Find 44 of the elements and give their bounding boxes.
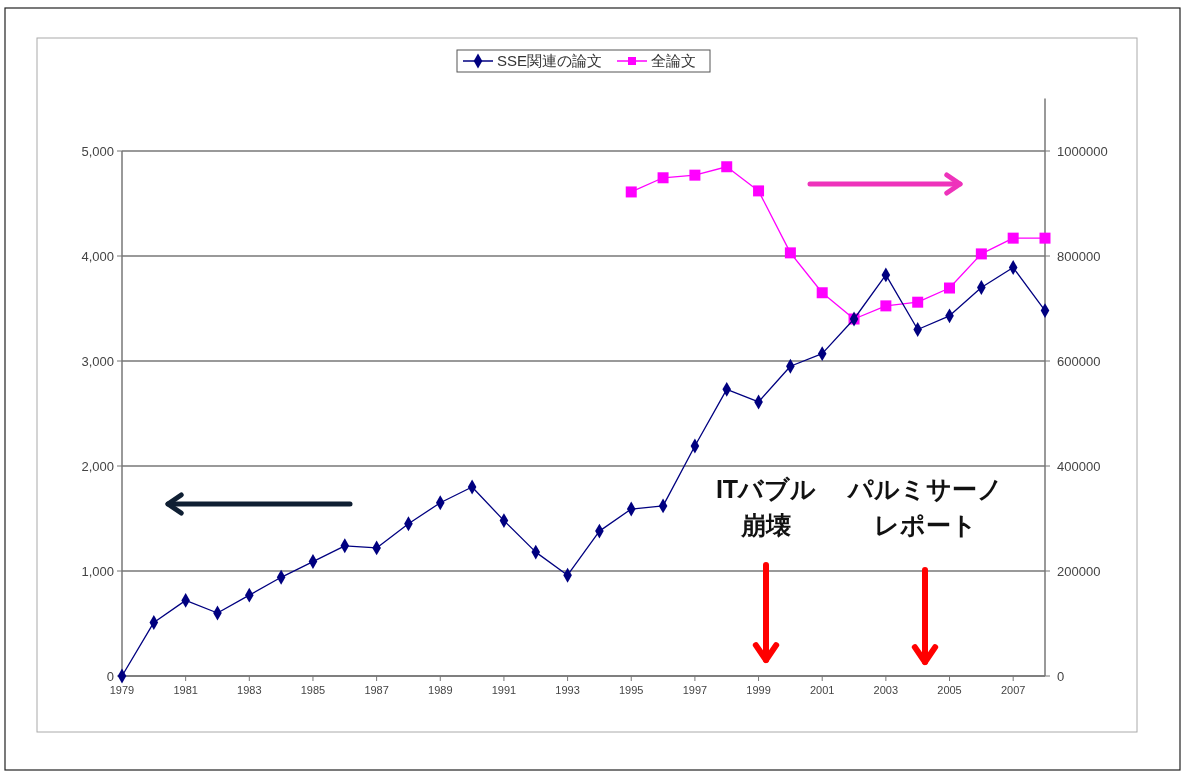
x-tick-label: 1987 — [364, 684, 389, 696]
y2-tick-label: 200000 — [1057, 563, 1101, 579]
x-tick-label: 1997 — [682, 684, 708, 696]
point — [657, 172, 669, 184]
x-tick-label: 2005 — [937, 684, 962, 696]
x-tick-label: 1979 — [109, 684, 135, 696]
point — [753, 185, 765, 197]
y-tick-label: 2,000 — [81, 458, 114, 474]
point — [975, 248, 987, 260]
y2-tick-label: 0 — [1057, 668, 1065, 684]
x-tick-label: 1989 — [428, 684, 453, 696]
y2-tick-label: 800000 — [1057, 248, 1101, 264]
y-tick-label: 4,000 — [81, 248, 114, 264]
y-tick-label: 3,000 — [81, 353, 114, 369]
point — [784, 247, 796, 259]
x-tick-label: 1993 — [555, 684, 580, 696]
y2-tick-label: 400000 — [1057, 458, 1101, 474]
point — [1039, 232, 1051, 244]
point — [912, 296, 924, 308]
point — [944, 282, 956, 294]
legend-label: SSE関連の論文 — [497, 52, 603, 70]
point — [880, 300, 892, 312]
legend-label: 全論文 — [651, 52, 696, 70]
x-tick-label: 1995 — [619, 684, 644, 696]
x-tick-label: 1981 — [173, 684, 198, 696]
x-tick-label: 1991 — [491, 684, 517, 696]
annotation: パルミサーノレポート — [845, 475, 1003, 539]
x-tick-label: 1983 — [237, 684, 262, 696]
x-tick-label: 2001 — [809, 684, 835, 696]
y-tick-label: 1,000 — [81, 563, 114, 579]
point — [721, 161, 733, 173]
annotation: ITバブル崩壊 — [715, 475, 817, 539]
y2-tick-label: 600000 — [1057, 353, 1101, 369]
point — [689, 169, 701, 181]
x-tick-label: 1985 — [300, 684, 326, 696]
x-tick-label: 2007 — [1000, 684, 1026, 696]
y-tick-label: 5,000 — [81, 143, 114, 159]
x-tick-label: 2003 — [873, 684, 899, 696]
point — [816, 287, 828, 299]
x-tick-label: 1999 — [746, 684, 771, 696]
point — [1007, 232, 1019, 244]
point — [625, 186, 637, 198]
y2-tick-label: 1000000 — [1057, 143, 1108, 159]
y-tick-label: 0 — [106, 668, 114, 684]
